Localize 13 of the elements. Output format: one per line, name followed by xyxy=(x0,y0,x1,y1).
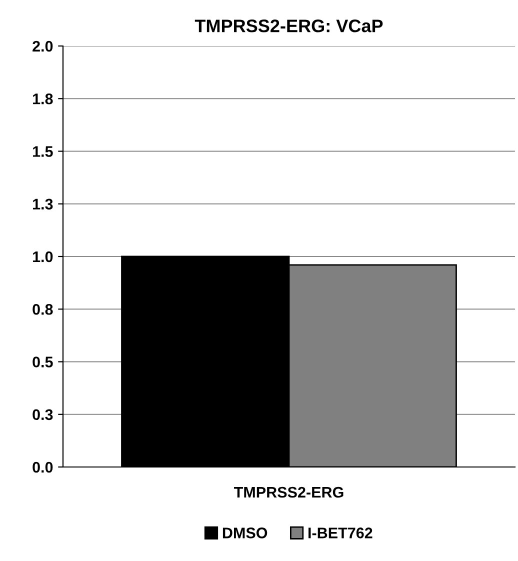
y-tick-label: 2.0 xyxy=(32,40,53,52)
y-tick-label: 1.3 xyxy=(33,198,53,210)
y-tick-label: 1.8 xyxy=(33,93,53,104)
y-tick-label: 1.0 xyxy=(33,251,53,262)
y-tick-label: 0.0 xyxy=(32,462,53,473)
legend-label: I-BET762 xyxy=(308,528,372,538)
legend-label: DMSO xyxy=(222,528,268,538)
x-tick-label: TMPRSS2-ERG xyxy=(234,486,344,498)
y-tick-label: 1.5 xyxy=(33,146,53,157)
y-tick-label: 0.8 xyxy=(32,304,53,315)
y-tick-label: 0.5 xyxy=(32,356,53,368)
y-tick-label: 0.3 xyxy=(32,409,53,420)
chart-title: TMPRSS2-ERG: VCaP xyxy=(194,20,383,32)
